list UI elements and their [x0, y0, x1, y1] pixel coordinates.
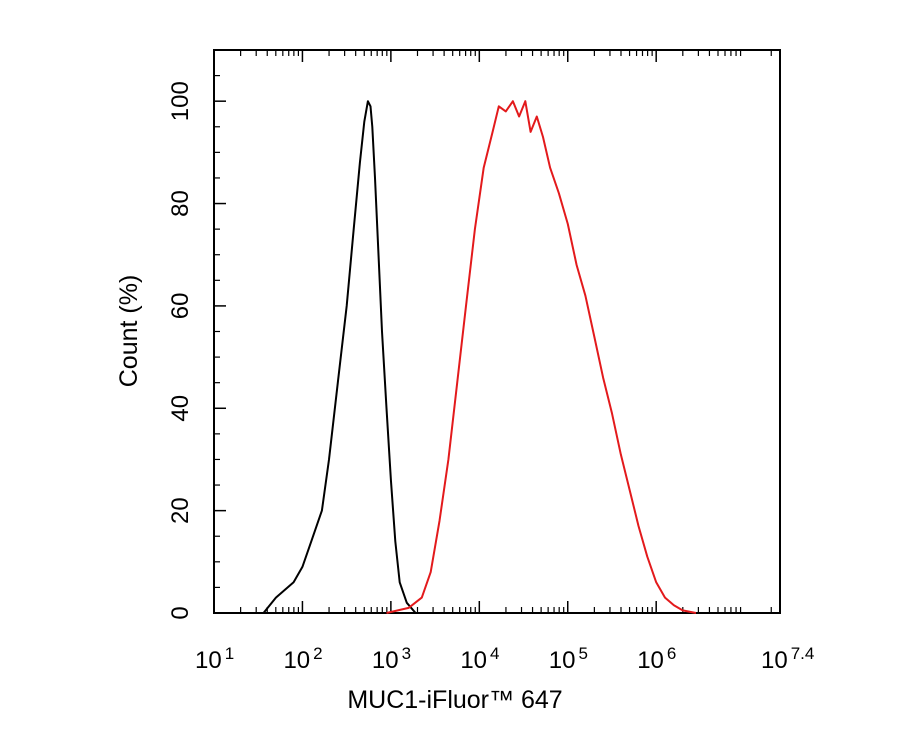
- y-tick-label: 100: [167, 81, 194, 121]
- x-tick-exponent: 1: [225, 644, 234, 663]
- x-tick-label: 10 4: [460, 644, 499, 674]
- x-tick-label: 10 1: [195, 644, 234, 674]
- x-tick-exponent: 4: [490, 644, 499, 663]
- x-tick-exponent: 3: [402, 644, 411, 663]
- x-tick-labels: 10 1 10 2 10 3 10 4 10 5 10 6 10 7.4: [195, 644, 814, 674]
- major-ticks: [213, 50, 781, 614]
- y-tick-label: 80: [167, 190, 194, 217]
- x-tick-exponent: 5: [578, 644, 587, 663]
- x-tick-label: 10 6: [637, 644, 676, 674]
- y-tick-label: 20: [167, 497, 194, 524]
- y-tick-label: 0: [167, 606, 194, 619]
- x-axis-title: MUC1-iFluor™ 647: [347, 686, 562, 714]
- plot-frame: [213, 49, 781, 614]
- x-tick-exponent: 7.4: [791, 644, 815, 663]
- x-tick-label: 10 7.4: [761, 644, 814, 674]
- y-tick-label: 60: [167, 293, 194, 320]
- y-tick-label: 40: [167, 395, 194, 422]
- y-tick-labels: 0 20 40 60 80 100: [167, 81, 194, 620]
- y-axis-title: Count (%): [115, 275, 143, 388]
- x-tick-label: 10 3: [372, 644, 411, 674]
- minor-ticks: [214, 49, 772, 613]
- histogram-series-2: [386, 100, 697, 614]
- series-layer: [262, 100, 697, 614]
- histogram-series-1: [262, 100, 417, 614]
- x-tick-exponent: 6: [667, 644, 676, 663]
- x-tick-label: 10 2: [283, 644, 322, 674]
- x-tick-exponent: 2: [313, 644, 322, 663]
- x-tick-label: 10 5: [549, 644, 588, 674]
